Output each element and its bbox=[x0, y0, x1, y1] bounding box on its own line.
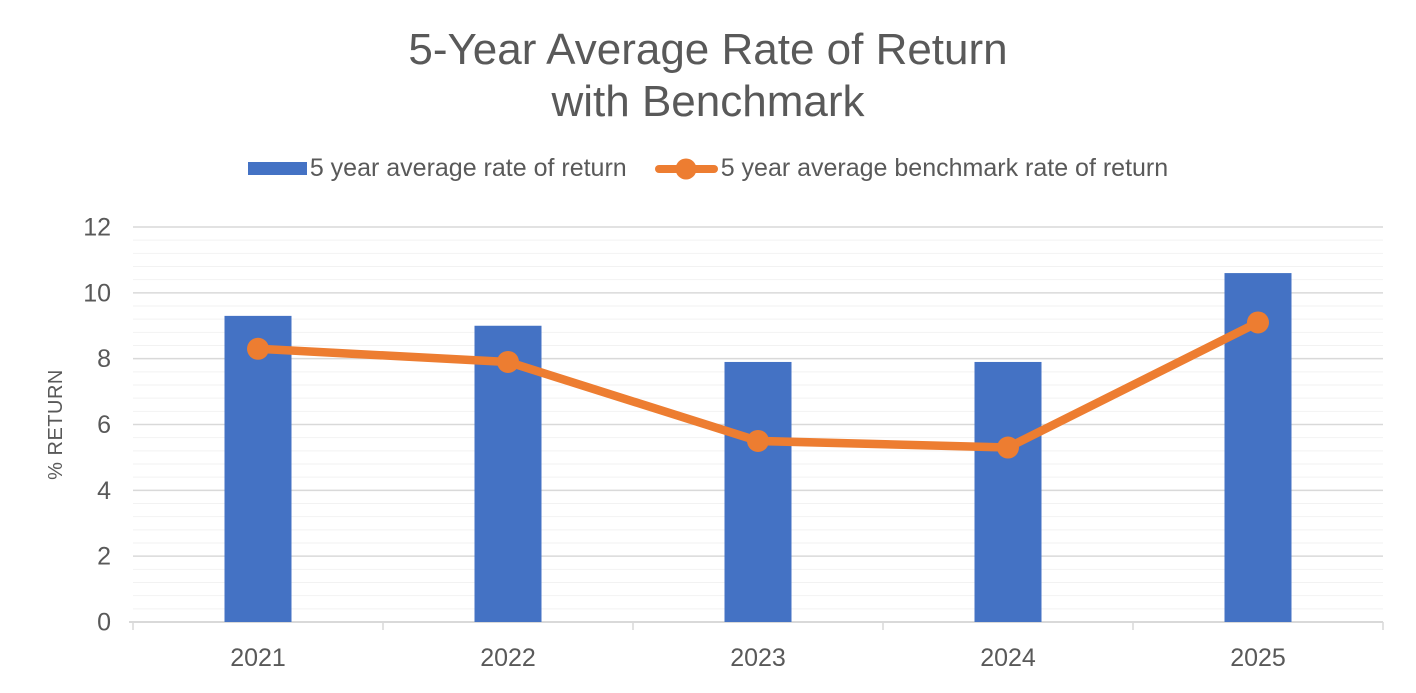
legend-item-return-series: 5 year average rate of return bbox=[247, 154, 627, 183]
bar-series-swatch-icon bbox=[247, 162, 307, 175]
legend-item-benchmark-series: 5 year average benchmark rate of return bbox=[654, 154, 1169, 183]
bar-2022 bbox=[474, 325, 542, 622]
benchmark-marker-2021 bbox=[247, 337, 269, 360]
benchmark-marker-2023 bbox=[747, 429, 769, 452]
y-axis-title: % RETURN bbox=[45, 369, 67, 480]
x-tick-label: 2022 bbox=[480, 644, 536, 672]
bar-2023 bbox=[724, 361, 792, 622]
y-tick-label: 10 bbox=[83, 279, 111, 307]
y-tick-label: 6 bbox=[97, 411, 111, 439]
x-tick-label: 2024 bbox=[980, 644, 1036, 672]
legend: 5 year average rate of return 5 year ave… bbox=[0, 154, 1416, 183]
benchmark-marker-2025 bbox=[1247, 311, 1269, 334]
y-tick-label: 8 bbox=[97, 345, 111, 373]
chart-title: 5-Year Average Rate of Return with Bench… bbox=[0, 24, 1416, 128]
y-tick-label: 4 bbox=[97, 477, 111, 505]
y-tick-label: 12 bbox=[83, 214, 111, 242]
x-tick-label: 2025 bbox=[1230, 644, 1286, 672]
chart-title-line-2: with Benchmark bbox=[551, 77, 865, 126]
benchmark-marker-2024 bbox=[997, 436, 1019, 459]
x-tick-label: 2021 bbox=[230, 644, 286, 672]
line-series-swatch-icon bbox=[654, 158, 718, 179]
legend-label-return: 5 year average rate of return bbox=[309, 154, 627, 182]
bar-2024 bbox=[974, 361, 1042, 622]
y-tick-label: 2 bbox=[97, 543, 111, 571]
bar-2021 bbox=[224, 315, 292, 622]
x-tick-label: 2023 bbox=[730, 644, 786, 672]
legend-label-benchmark: 5 year average benchmark rate of return bbox=[720, 154, 1169, 182]
benchmark-marker-2022 bbox=[497, 350, 519, 373]
chart-title-line-1: 5-Year Average Rate of Return bbox=[408, 25, 1008, 74]
y-tick-label: 0 bbox=[97, 609, 111, 637]
line-marker-icon bbox=[675, 158, 697, 179]
